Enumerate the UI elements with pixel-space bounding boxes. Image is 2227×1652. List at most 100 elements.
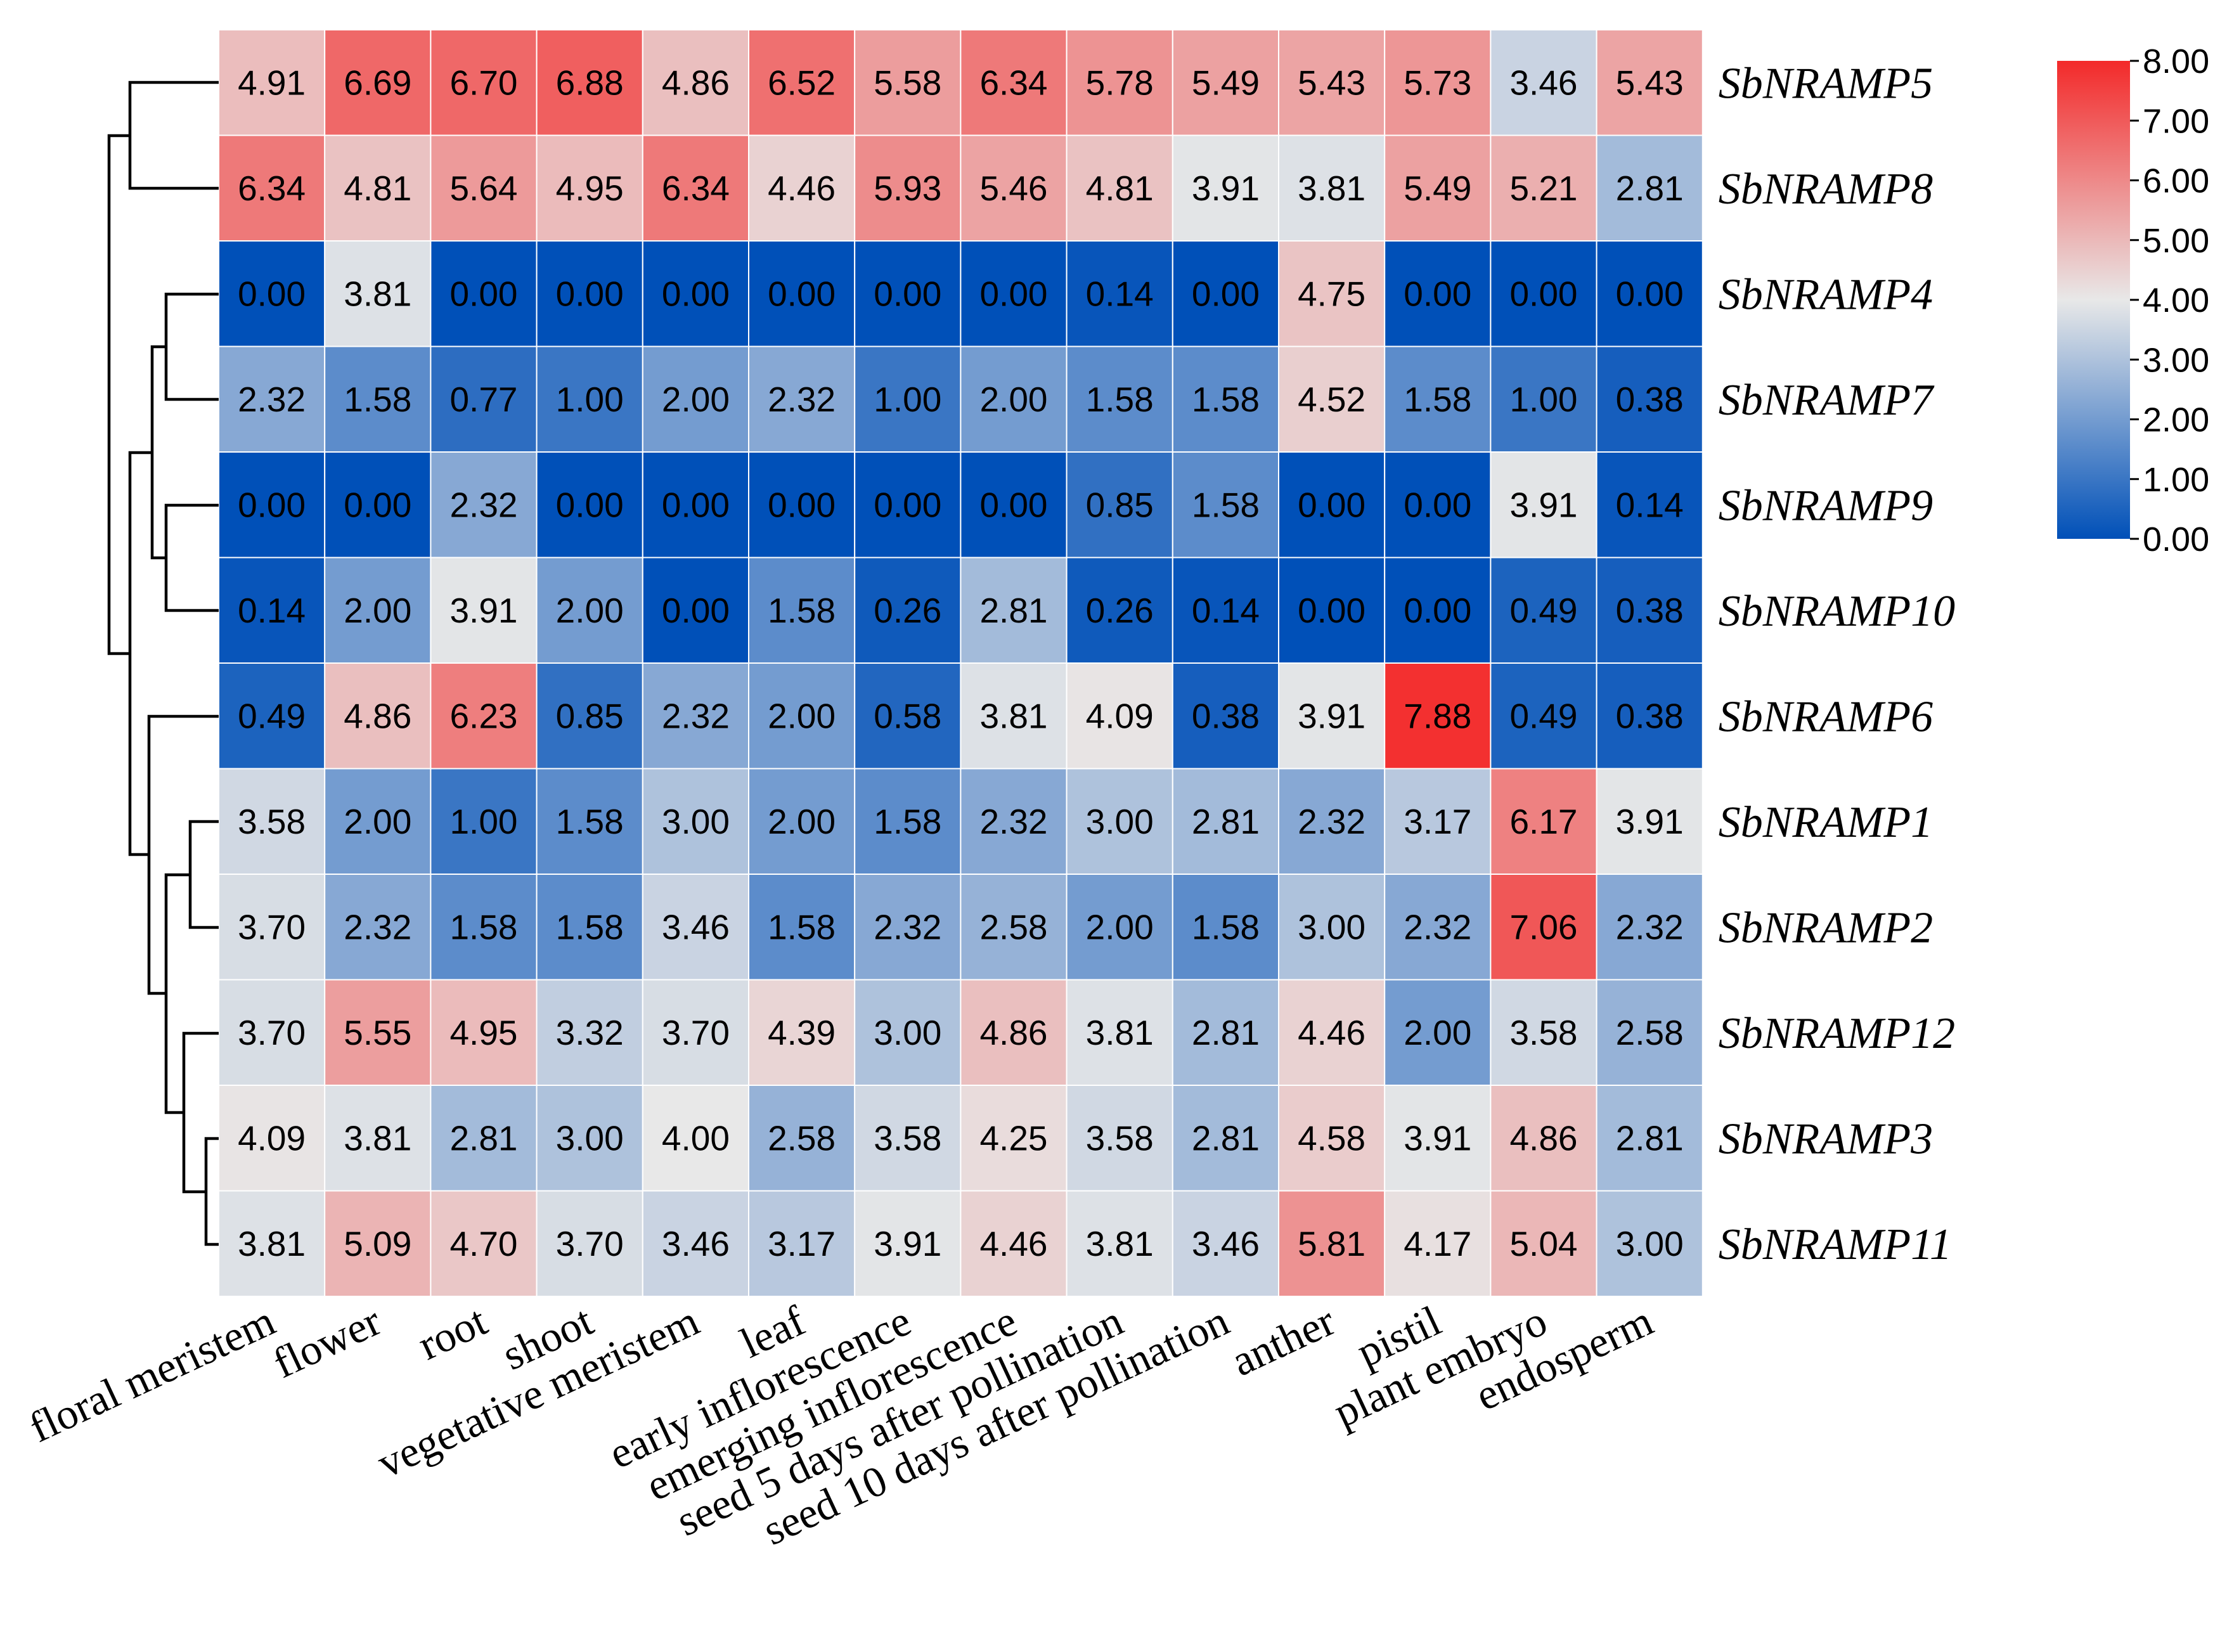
cell-value-label: 4.46 [979,1224,1047,1263]
cell-value-label: 3.46 [1509,63,1577,102]
heatmap-cell [430,134,538,242]
heatmap-cell [1596,874,1703,981]
cell-value-label: 5.93 [874,169,941,208]
heatmap-cell [642,345,749,453]
cell-value-label: 4.86 [662,63,730,102]
cell-value-label: 4.95 [449,1013,517,1052]
dendro-branch [188,820,219,929]
cell-value-label: 0.38 [1616,591,1684,630]
dendro-branch [150,345,166,560]
cell-value-label: 4.70 [449,1224,517,1263]
heatmap-cell [1596,662,1703,770]
cell-value-label: 3.00 [662,802,730,841]
colorbar-tick-label: 1.00 [2143,461,2209,499]
cell-value-label: 3.91 [1192,169,1260,208]
cell-value-label: 3.46 [662,907,730,946]
heatmap-cell [1596,134,1703,242]
row-label: SbNRAMP4 [1719,270,1933,319]
heatmap-cell [536,768,643,875]
cell-value-label: 0.26 [874,591,941,630]
cell-value-label: 4.86 [1509,1118,1577,1158]
dendro-branch [204,1137,219,1246]
heatmap-cell [324,29,432,136]
heatmap-cells [218,29,1703,1297]
heatmap-cell [1384,768,1492,875]
color-legend: 8.00 7.00 6.00 5.00 4.00 3.00 2.00 1.00 0.00 [2057,42,2209,558]
heatmap-cell [430,451,538,558]
heatmap-cell [536,874,643,981]
cell-value-label: 1.58 [1192,907,1260,946]
heatmap-cell [642,768,749,875]
heatmap-cell [1172,1085,1280,1192]
cell-value-label: 5.64 [449,169,517,208]
cell-value-label: 4.86 [344,696,411,735]
heatmap-cell [324,662,432,770]
cell-value-label: 3.81 [1298,169,1365,208]
heatmap-cell [1490,1190,1598,1297]
row-label: SbNRAMP7 [1719,376,1935,425]
cell-value-label: 2.81 [1192,1118,1260,1158]
cell-value-label: 2.81 [449,1118,517,1158]
row-label: SbNRAMP10 [1719,587,1955,636]
cell-value-label: 6.70 [449,63,517,102]
cell-value-label: 2.32 [768,380,836,419]
heatmap-cell [1278,662,1386,770]
heatmap-cell [1596,979,1703,1086]
cell-value-label: 3.58 [238,802,306,841]
column-label: root [411,1296,494,1369]
heatmap-cell [960,240,1068,347]
heatmap-cell [642,29,749,136]
heatmap-cell [642,662,749,770]
heatmap-cell [1172,29,1280,136]
cell-value-label: 3.91 [449,591,517,630]
cell-value-label: 0.00 [556,485,624,524]
cell-value-label: 0.14 [1616,485,1684,524]
heatmap-cell [1384,1190,1492,1297]
cell-value-label: 0.00 [874,274,941,313]
dendro-branch [107,134,130,655]
cell-value-label: 1.58 [344,380,411,419]
cell-value-label: 5.73 [1404,63,1471,102]
cell-value-label: 2.81 [979,591,1047,630]
cell-value-label: 6.17 [1509,802,1577,841]
cell-value-label: 5.21 [1509,169,1577,208]
cell-value-label: 0.00 [1616,274,1684,313]
cell-value-label: 5.55 [344,1013,411,1052]
heatmap-cell [324,979,432,1086]
colorbar-tick-label: 4.00 [2143,281,2209,319]
heatmap-cell [748,29,856,136]
cell-value-label: 5.49 [1192,63,1260,102]
heatmap-cell [536,345,643,453]
heatmap-cell [960,1085,1068,1192]
cell-value-label: 2.32 [449,485,517,524]
heatmap-cell [1384,240,1492,347]
heatmap-cell [1596,1085,1703,1192]
cell-value-label: 6.34 [979,63,1047,102]
cell-value-label: 0.00 [556,274,624,313]
cell-value-label: 4.00 [662,1118,730,1158]
cell-value-label: 1.58 [1404,380,1471,419]
cell-value-label: 7.88 [1404,696,1471,735]
cell-value-label: 3.81 [238,1224,306,1263]
cell-value-label: 4.81 [344,169,411,208]
cell-value-label: 3.00 [1298,907,1365,946]
row-label: SbNRAMP9 [1719,481,1933,530]
cell-value-label: 5.58 [874,63,941,102]
heatmap-cell [430,345,538,453]
cell-value-label: 4.81 [1086,169,1154,208]
cell-value-label: 3.58 [874,1118,941,1158]
cell-value-label: 2.81 [1616,169,1684,208]
cell-value-label: 0.77 [449,380,517,419]
heatmap-cell [1278,557,1386,664]
colorbar-tick-label: 2.00 [2143,401,2209,439]
cell-value-label: 2.32 [1616,907,1684,946]
heatmap-cell [1596,1190,1703,1297]
cell-value-label: 1.58 [556,802,624,841]
heatmap-cell [218,1085,326,1192]
cell-value-label: 0.00 [1298,485,1365,524]
cell-value-label: 3.32 [556,1013,624,1052]
cell-value-label: 2.58 [768,1118,836,1158]
dendro-branch [182,1031,219,1194]
heatmap-cell [218,240,326,347]
